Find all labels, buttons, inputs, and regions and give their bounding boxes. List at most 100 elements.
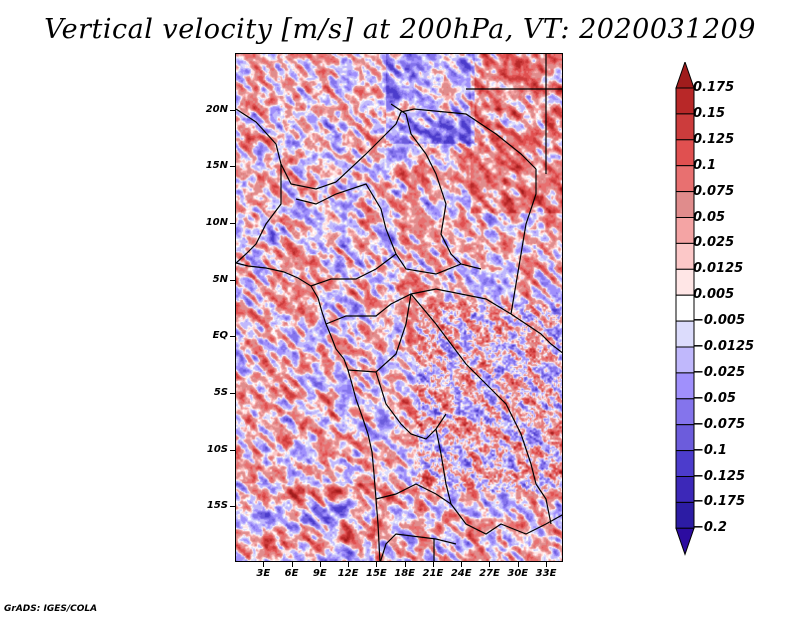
colorbar-bin [675, 294, 695, 322]
y-tick-label: 20N [205, 103, 228, 115]
x-tick [291, 562, 293, 567]
colorbar-bin [675, 476, 695, 503]
colorbar-label: −0.025 [693, 364, 746, 380]
colorbar-label: 0.05 [693, 209, 726, 225]
border [236, 108, 337, 190]
border [335, 108, 415, 183]
y-tick-label: 5S [213, 387, 228, 399]
y-tick-label: 15N [205, 160, 228, 172]
border [325, 288, 512, 325]
x-tick [546, 562, 548, 567]
y-tick-label: 10N [205, 217, 228, 229]
x-tick [432, 562, 434, 567]
colorbar-label: −0.2 [693, 520, 727, 536]
border [413, 108, 537, 170]
colorbar-label: 0.0125 [693, 261, 744, 277]
colorbar-bin [675, 320, 695, 348]
colorbar-label: 0.125 [693, 131, 735, 147]
colorbar-under-arrow [675, 527, 695, 556]
colorbar-label: −0.0125 [693, 339, 755, 354]
border [435, 428, 452, 505]
colorbar-bin [675, 139, 695, 167]
border [425, 153, 482, 270]
x-tick-label: 15E [366, 568, 387, 579]
colorbar-bin [675, 424, 695, 452]
y-tick-label: 15S [206, 500, 228, 512]
colorbar-bin [675, 191, 695, 219]
x-tick [348, 562, 350, 567]
y-tick [230, 506, 235, 508]
colorbar-label: −0.005 [693, 313, 746, 329]
border [295, 183, 387, 230]
colorbar-label: −0.1 [693, 442, 727, 458]
colorbar-bin [675, 87, 695, 115]
border [385, 228, 462, 275]
border [347, 293, 412, 373]
border [375, 371, 447, 440]
colorbar-label: −0.175 [693, 494, 746, 510]
border [236, 164, 282, 264]
x-tick [263, 562, 265, 567]
colorbar-label: 0.025 [693, 235, 735, 251]
colorbar-label: 0.15 [693, 105, 726, 121]
y-tick-label: EQ [212, 330, 228, 342]
colorbar-label: 0.1 [693, 157, 717, 173]
colorbar-label: 0.175 [693, 80, 735, 95]
x-tick [489, 562, 491, 567]
colorbar-label: −0.125 [693, 468, 746, 484]
x-tick [404, 562, 406, 567]
y-tick-label: 10S [206, 443, 228, 455]
y-tick [230, 393, 235, 395]
y-tick [230, 449, 235, 451]
colorbar-bin [675, 501, 695, 529]
colorbar-bin [675, 372, 695, 400]
border [530, 463, 552, 525]
border [375, 483, 562, 535]
x-tick-label: 6E [284, 568, 299, 579]
colorbar-bin [675, 217, 695, 244]
grads-credit: GrADS: IGES/COLA [4, 604, 98, 614]
colorbar-label: 0.005 [693, 287, 735, 303]
country-borders [236, 54, 562, 561]
x-tick [319, 562, 321, 567]
coastline [236, 262, 381, 561]
colorbar [675, 62, 695, 556]
colorbar-bin [675, 165, 695, 193]
colorbar-bin [675, 268, 695, 296]
border [310, 253, 397, 287]
border [410, 293, 532, 465]
x-tick-label: 30E [507, 568, 529, 579]
plot-title: Vertical velocity [m/s] at 200hPa, VT: 2… [44, 14, 756, 45]
colorbar-bin [675, 113, 695, 141]
colorbar-bin [675, 450, 695, 478]
y-tick [230, 279, 235, 281]
colorbar-label: 0.075 [693, 183, 735, 199]
border [390, 103, 427, 155]
colorbar-bin [675, 398, 695, 426]
x-tick-label: 33E [535, 568, 557, 579]
x-tick [517, 562, 519, 567]
vertical-velocity-field [236, 54, 562, 561]
y-tick [230, 336, 235, 338]
border [510, 313, 562, 354]
colorbar-label: −0.075 [693, 416, 746, 432]
colorbar-bin [675, 346, 695, 374]
x-tick [376, 562, 378, 567]
x-tick-label: 27E [479, 568, 500, 579]
x-tick-label: 12E [337, 568, 359, 579]
colorbar-over-arrow [675, 62, 695, 89]
border [510, 169, 537, 315]
y-tick [230, 166, 235, 168]
border [380, 533, 457, 561]
x-tick-label: 3E [256, 568, 271, 579]
y-tick-label: 5N [212, 273, 228, 285]
x-tick-label: 21E [422, 568, 444, 579]
x-tick [461, 562, 463, 567]
y-tick [230, 109, 235, 111]
colorbar-label: −0.05 [693, 390, 736, 406]
y-tick [230, 223, 235, 225]
x-tick-label: 9E [312, 568, 327, 579]
x-tick-label: 18E [394, 568, 416, 579]
map-plot-area [235, 53, 563, 562]
x-tick-label: 24E [450, 568, 472, 579]
